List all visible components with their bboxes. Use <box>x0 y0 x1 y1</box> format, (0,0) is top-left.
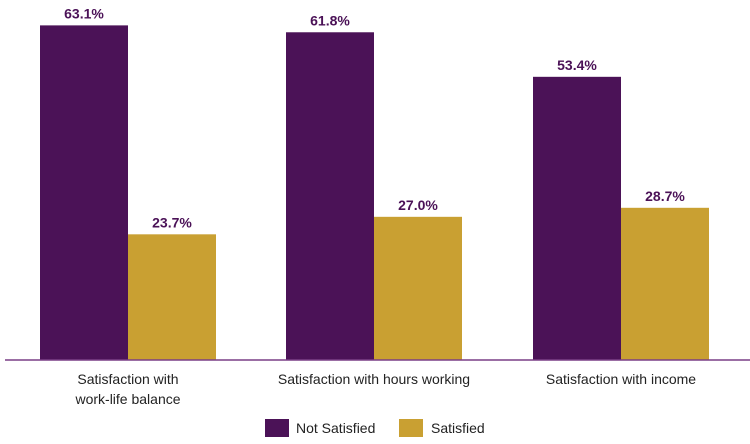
legend-label-not-satisfied: Not Satisfied <box>296 420 375 436</box>
legend-label-satisfied: Satisfied <box>431 420 485 436</box>
data-label-satisfied-1: 27.0% <box>398 197 438 213</box>
legend: Not Satisfied Satisfied <box>265 419 485 437</box>
category-label-0-line-1: work-life balance <box>74 391 180 407</box>
category-label-2-line-0: Satisfaction with income <box>546 371 696 387</box>
bar-satisfied-0 <box>128 234 216 360</box>
bar-satisfied-1 <box>374 216 462 360</box>
legend-swatch-not-satisfied <box>265 419 289 437</box>
category-label-0-line-0: Satisfaction with <box>77 371 178 387</box>
bar-not-satisfied-2 <box>533 76 621 361</box>
data-label-satisfied-0: 23.7% <box>152 214 192 230</box>
data-label-not-satisfied-2: 53.4% <box>557 57 597 73</box>
data-labels-group: 63.1% 61.8% 53.4% 23.7% 27.0% 28.7% <box>64 5 685 230</box>
data-label-not-satisfied-0: 63.1% <box>64 5 104 21</box>
category-labels-group: Satisfaction with work-life balance Satisf… <box>74 371 696 407</box>
legend-swatch-satisfied <box>399 419 423 437</box>
data-label-not-satisfied-1: 61.8% <box>310 12 350 28</box>
bars-group <box>40 25 709 361</box>
bar-not-satisfied-1 <box>286 32 374 360</box>
category-label-1-line-0: Satisfaction with hours working <box>278 371 470 387</box>
bar-not-satisfied-0 <box>40 25 128 361</box>
bar-satisfied-2 <box>621 207 709 360</box>
data-label-satisfied-2: 28.7% <box>645 188 685 204</box>
